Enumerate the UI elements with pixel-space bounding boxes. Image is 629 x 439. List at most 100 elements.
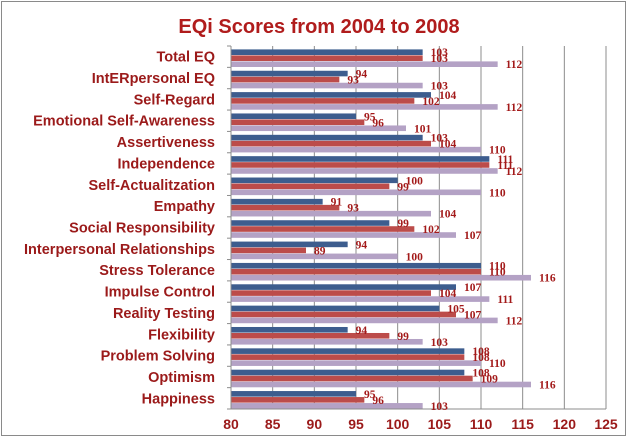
bar-s2 — [231, 332, 390, 339]
x-tick-label: 120 — [553, 416, 577, 432]
x-tick-label: 100 — [386, 416, 410, 432]
bar-s1 — [231, 156, 490, 162]
data-label: 94 — [356, 239, 368, 251]
bar-s1 — [231, 262, 481, 269]
category-label: Self-Actualitzation — [89, 178, 215, 194]
bar-s2 — [231, 76, 340, 83]
data-label: 103 — [431, 53, 449, 65]
bar-s3 — [231, 381, 531, 388]
bar-s3 — [231, 168, 498, 174]
data-label: 109 — [481, 373, 499, 385]
category-label: Flexibility — [148, 327, 215, 343]
bar-s1 — [231, 391, 356, 397]
category-label: Stress Tolerance — [99, 263, 215, 279]
category-label: Reality Testing — [113, 306, 215, 322]
data-label: 103 — [431, 401, 449, 413]
bar-s2 — [231, 311, 456, 318]
data-label: 104 — [439, 288, 457, 300]
data-label: 112 — [506, 166, 523, 178]
data-label: 112 — [506, 315, 523, 327]
data-label: 94 — [356, 325, 368, 337]
bar-s1 — [231, 241, 348, 248]
data-label: 103 — [431, 47, 449, 59]
data-label: 112 — [506, 59, 523, 71]
data-label: 108 — [472, 367, 490, 379]
axes — [227, 45, 606, 410]
bar-s3 — [231, 360, 481, 366]
data-label: 93 — [347, 75, 359, 87]
data-label: 100 — [406, 175, 424, 187]
bar-s2 — [231, 119, 365, 126]
data-label: 108 — [472, 352, 490, 364]
bar-s1 — [231, 326, 348, 333]
x-tick-label: 115 — [511, 416, 534, 432]
data-label: 96 — [372, 395, 384, 407]
data-label: 93 — [347, 203, 359, 215]
bar-s2 — [231, 140, 431, 147]
data-label: 104 — [439, 209, 457, 221]
data-label: 99 — [397, 181, 409, 193]
bar-s3 — [231, 296, 490, 302]
bar-s3 — [231, 125, 406, 132]
bar-s2 — [231, 375, 473, 382]
category-label: Problem Solving — [101, 349, 215, 365]
data-label: 105 — [447, 303, 465, 315]
data-label: 95 — [364, 111, 376, 123]
data-label: 102 — [422, 96, 440, 108]
x-tick-label: 125 — [594, 416, 618, 432]
data-label: 91 — [331, 197, 343, 209]
data-label: 110 — [489, 358, 506, 370]
data-label: 99 — [397, 331, 409, 343]
data-label: 103 — [431, 81, 449, 93]
data-label: 107 — [464, 282, 482, 294]
data-label: 107 — [464, 309, 482, 321]
bar-s3 — [231, 253, 398, 260]
bar-s1 — [231, 113, 356, 120]
bar-s3 — [231, 104, 498, 110]
data-label: 101 — [414, 123, 432, 135]
bar-s2 — [231, 290, 431, 296]
category-label: Total EQ — [156, 50, 215, 66]
bar-s1 — [231, 348, 465, 354]
data-label: 100 — [406, 251, 424, 263]
data-label: 116 — [539, 273, 556, 285]
bar-s2 — [231, 183, 390, 190]
bar-s3 — [231, 317, 498, 324]
data-label: 104 — [439, 139, 457, 151]
category-label: Self-Regard — [134, 92, 215, 108]
data-label: 103 — [431, 337, 449, 349]
category-label: Empathy — [154, 199, 215, 215]
data-label: 104 — [439, 90, 457, 102]
data-label: 107 — [464, 230, 482, 242]
bar-s2 — [231, 354, 465, 360]
bar-s3 — [231, 274, 531, 281]
bar-s1 — [231, 369, 465, 376]
category-label: Interpersonal Relationships — [24, 242, 215, 258]
data-label: 99 — [397, 218, 409, 230]
bar-s3 — [231, 61, 498, 67]
bar-s3 — [231, 403, 423, 409]
x-tick-label: 110 — [470, 416, 493, 432]
bar-s2 — [231, 247, 306, 254]
bar-s1 — [231, 198, 323, 205]
bar-s1 — [231, 92, 431, 98]
data-label: 110 — [489, 145, 506, 157]
bar-s1 — [231, 305, 440, 312]
data-label: 110 — [489, 187, 506, 199]
category-label: Social Responsibility — [69, 221, 215, 237]
bar-s3 — [231, 210, 431, 217]
bar-s3 — [231, 82, 423, 89]
bar-s1 — [231, 49, 423, 55]
data-label: 108 — [472, 346, 490, 358]
bar-s3 — [231, 189, 481, 196]
category-labels: Total EQ IntERpersonal EQ Self-Regard Emoti… — [24, 50, 215, 408]
bar-s2 — [231, 226, 415, 232]
bar-s2 — [231, 55, 423, 61]
category-label: Independence — [118, 156, 216, 172]
category-label: IntERpersonal EQ — [92, 71, 215, 87]
data-label: 116 — [539, 379, 556, 391]
data-label: 111 — [497, 294, 513, 306]
bar-s1 — [231, 70, 348, 77]
